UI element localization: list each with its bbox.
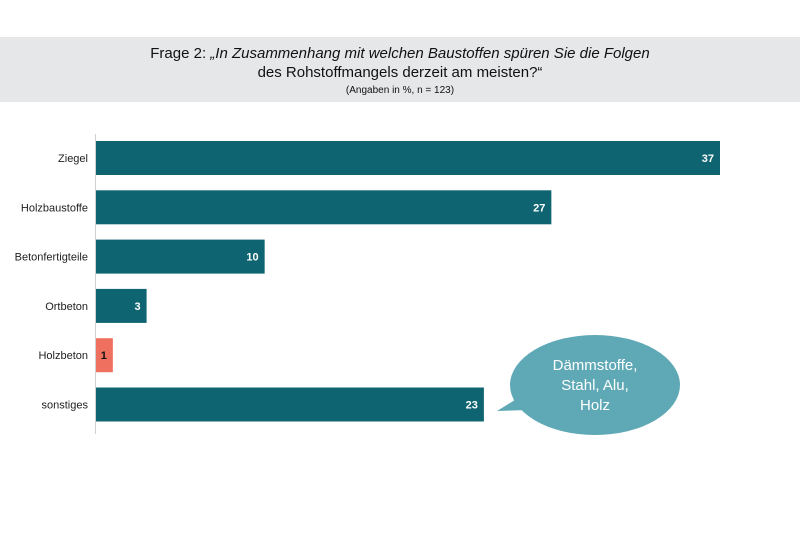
category-label: sonstiges	[42, 400, 89, 412]
value-label: 37	[702, 153, 714, 165]
value-label: 1	[101, 350, 107, 362]
bar-holzbaustoffe	[96, 190, 552, 225]
annotation-bubble: Dämmstoffe, Stahl, Alu, Holz	[497, 335, 680, 435]
bar-holzbeton	[96, 338, 113, 373]
value-label: 3	[134, 301, 140, 313]
bar-ziegel	[96, 141, 720, 175]
annotation-bubble-shape	[510, 335, 680, 435]
value-label: 27	[533, 202, 545, 214]
category-label: Holzbeton	[38, 350, 88, 362]
title-prefix: Frage 2:	[150, 45, 211, 62]
annotation-text-line: Holz	[580, 397, 610, 414]
value-label: 10	[246, 252, 258, 264]
chart-subtitle: (Angaben in %, n = 123)	[345, 85, 455, 96]
bar-sonstiges	[96, 387, 484, 422]
bar-betonfertigteile	[96, 239, 265, 274]
value-label: 23	[466, 400, 478, 412]
category-label: Ziegel	[58, 153, 88, 165]
category-label: Holzbaustoffe	[21, 202, 88, 214]
bars-group: Ziegel 37 Holzbaustoffe 27 Betonfertigteile 1…	[15, 141, 720, 422]
chart-title-line-2: des Rohstoffmangels derzeit am meisten?“	[257, 64, 543, 81]
annotation-text-line: Dämmstoffe,	[553, 357, 638, 374]
category-label: Ortbeton	[45, 301, 88, 313]
bar-ortbeton	[96, 288, 147, 323]
title-question-part-1: „In Zusammenhang mit welchen Baustoffen …	[210, 45, 650, 62]
category-label: Betonfertigteile	[15, 252, 88, 264]
chart-title-line-1: Frage 2: „In Zusammenhang mit welchen Ba…	[0, 44, 800, 63]
annotation-text-line: Stahl, Alu,	[561, 377, 629, 394]
chart-header: Frage 2: „In Zusammenhang mit welchen Ba…	[0, 37, 800, 102]
